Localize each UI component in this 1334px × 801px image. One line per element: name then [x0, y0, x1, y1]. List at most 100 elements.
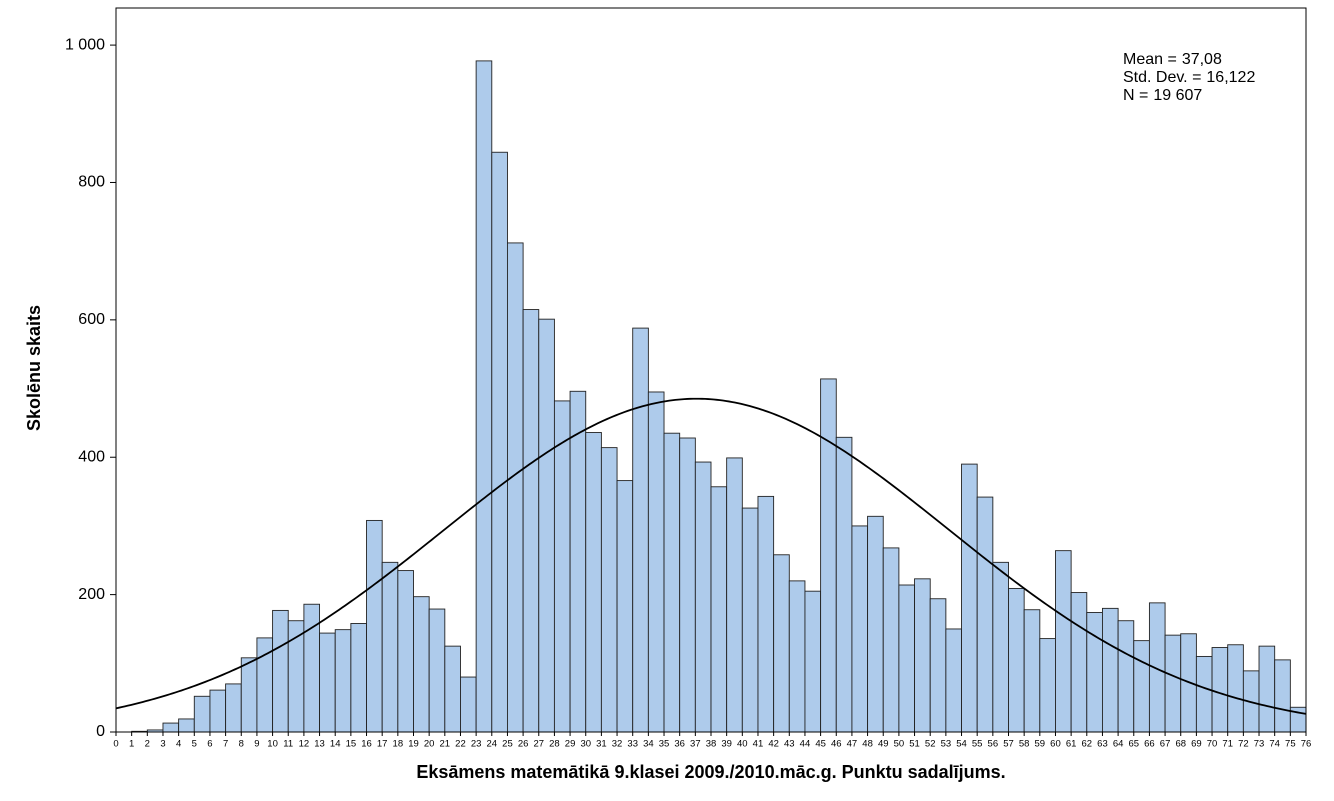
bar [1148, 602, 1166, 733]
x-tick-label: 72 [1238, 739, 1249, 750]
y-tick-label: 800 [78, 174, 105, 191]
x-tick-label: 4 [176, 739, 181, 750]
bar [820, 378, 837, 733]
bar [851, 525, 869, 733]
x-tick-label: 52 [925, 739, 936, 750]
bar [178, 718, 195, 733]
stats-value: 19 607 [1153, 87, 1202, 104]
x-tick-label: 53 [941, 739, 952, 750]
x-tick-label: 25 [502, 739, 513, 750]
x-tick-label: 30 [580, 739, 591, 750]
stats-value: 16,122 [1206, 69, 1255, 86]
x-tick-label: 44 [800, 739, 811, 750]
y-tick-label: 400 [78, 448, 105, 465]
x-tick-label: 63 [1097, 739, 1108, 750]
bar [381, 561, 399, 733]
y-axis-title: Skolēnu skaits [24, 305, 44, 431]
x-tick-label: 27 [533, 739, 544, 750]
x-tick-label: 61 [1066, 739, 1077, 750]
bar [694, 461, 712, 733]
stats-label: Std. Dev. = [1123, 69, 1201, 86]
x-tick-label: 67 [1160, 739, 1171, 750]
stats-label: Mean = [1123, 51, 1177, 68]
bar [992, 561, 1009, 733]
x-tick-label: 46 [831, 739, 842, 750]
bar [162, 722, 180, 733]
x-tick-label: 9 [254, 739, 259, 750]
x-tick-label: 76 [1301, 739, 1312, 750]
bar [240, 657, 258, 733]
x-tick-label: 21 [440, 739, 451, 750]
x-axis-title: Eksāmens matemātikā 9.klasei 2009./2010.… [416, 762, 1005, 782]
bar [1117, 620, 1135, 733]
bar [1008, 587, 1025, 733]
bar [867, 515, 884, 733]
x-tick-label: 12 [299, 739, 310, 750]
bar [585, 432, 602, 733]
x-tick-label: 8 [239, 739, 244, 750]
bar [506, 242, 524, 733]
x-tick-label: 65 [1128, 739, 1139, 750]
bar [1211, 647, 1229, 733]
x-tick-label: 73 [1254, 739, 1265, 750]
x-tick-label: 13 [314, 739, 325, 750]
bar [773, 554, 790, 733]
x-tick-label: 6 [207, 739, 212, 750]
x-tick-label: 24 [487, 739, 498, 750]
bar [1195, 655, 1213, 733]
x-tick-label: 15 [346, 739, 357, 750]
x-tick-label: 68 [1175, 739, 1186, 750]
x-tick-label: 48 [862, 739, 873, 750]
stats-line: Std. Dev. = 16,122 [1123, 69, 1255, 86]
x-tick-label: 32 [612, 739, 623, 750]
bar [647, 391, 665, 733]
y-tick-label: 200 [78, 586, 105, 603]
x-tick-label: 47 [847, 739, 858, 750]
x-tick-label: 49 [878, 739, 889, 750]
bar [397, 570, 414, 733]
bar [538, 318, 555, 733]
x-tick-label: 71 [1222, 739, 1233, 750]
bar [961, 463, 978, 733]
bar [334, 629, 352, 733]
bar [319, 632, 336, 733]
y-tick-label: 0 [96, 723, 105, 740]
x-tick-label: 29 [565, 739, 576, 750]
x-tick-label: 62 [1082, 739, 1093, 750]
bar [632, 327, 649, 733]
bar [1070, 592, 1088, 733]
x-tick-label: 38 [706, 739, 717, 750]
x-tick-label: 18 [393, 739, 404, 750]
x-tick-label: 59 [1035, 739, 1046, 750]
x-tick-label: 22 [455, 739, 466, 750]
x-tick-label: 17 [377, 739, 388, 750]
x-tick-label: 39 [721, 739, 732, 750]
bar [193, 695, 211, 733]
x-tick-label: 31 [596, 739, 607, 750]
x-tick-label: 45 [815, 739, 826, 750]
x-tick-label: 54 [956, 739, 967, 750]
bar [366, 519, 383, 733]
x-tick-label: 28 [549, 739, 560, 750]
x-tick-label: 5 [192, 739, 197, 750]
bar [835, 436, 853, 733]
x-tick-label: 34 [643, 739, 654, 750]
bar [209, 689, 227, 733]
x-tick-label: 41 [753, 739, 764, 750]
x-tick-label: 23 [471, 739, 482, 750]
bar [914, 578, 931, 733]
bar [1086, 612, 1103, 733]
bar [976, 496, 994, 733]
stats-line: Mean = 37,08 [1123, 51, 1222, 68]
bar [616, 480, 634, 733]
bar [522, 309, 540, 733]
x-tick-label: 1 [129, 739, 134, 750]
bar [1101, 607, 1119, 733]
x-tick-label: 16 [361, 739, 372, 750]
x-tick-label: 7 [223, 739, 228, 750]
bar [679, 437, 696, 733]
x-tick-label: 2 [145, 739, 150, 750]
x-tick-label: 74 [1269, 739, 1280, 750]
bar [553, 400, 571, 733]
normal-curve [115, 397, 1307, 715]
